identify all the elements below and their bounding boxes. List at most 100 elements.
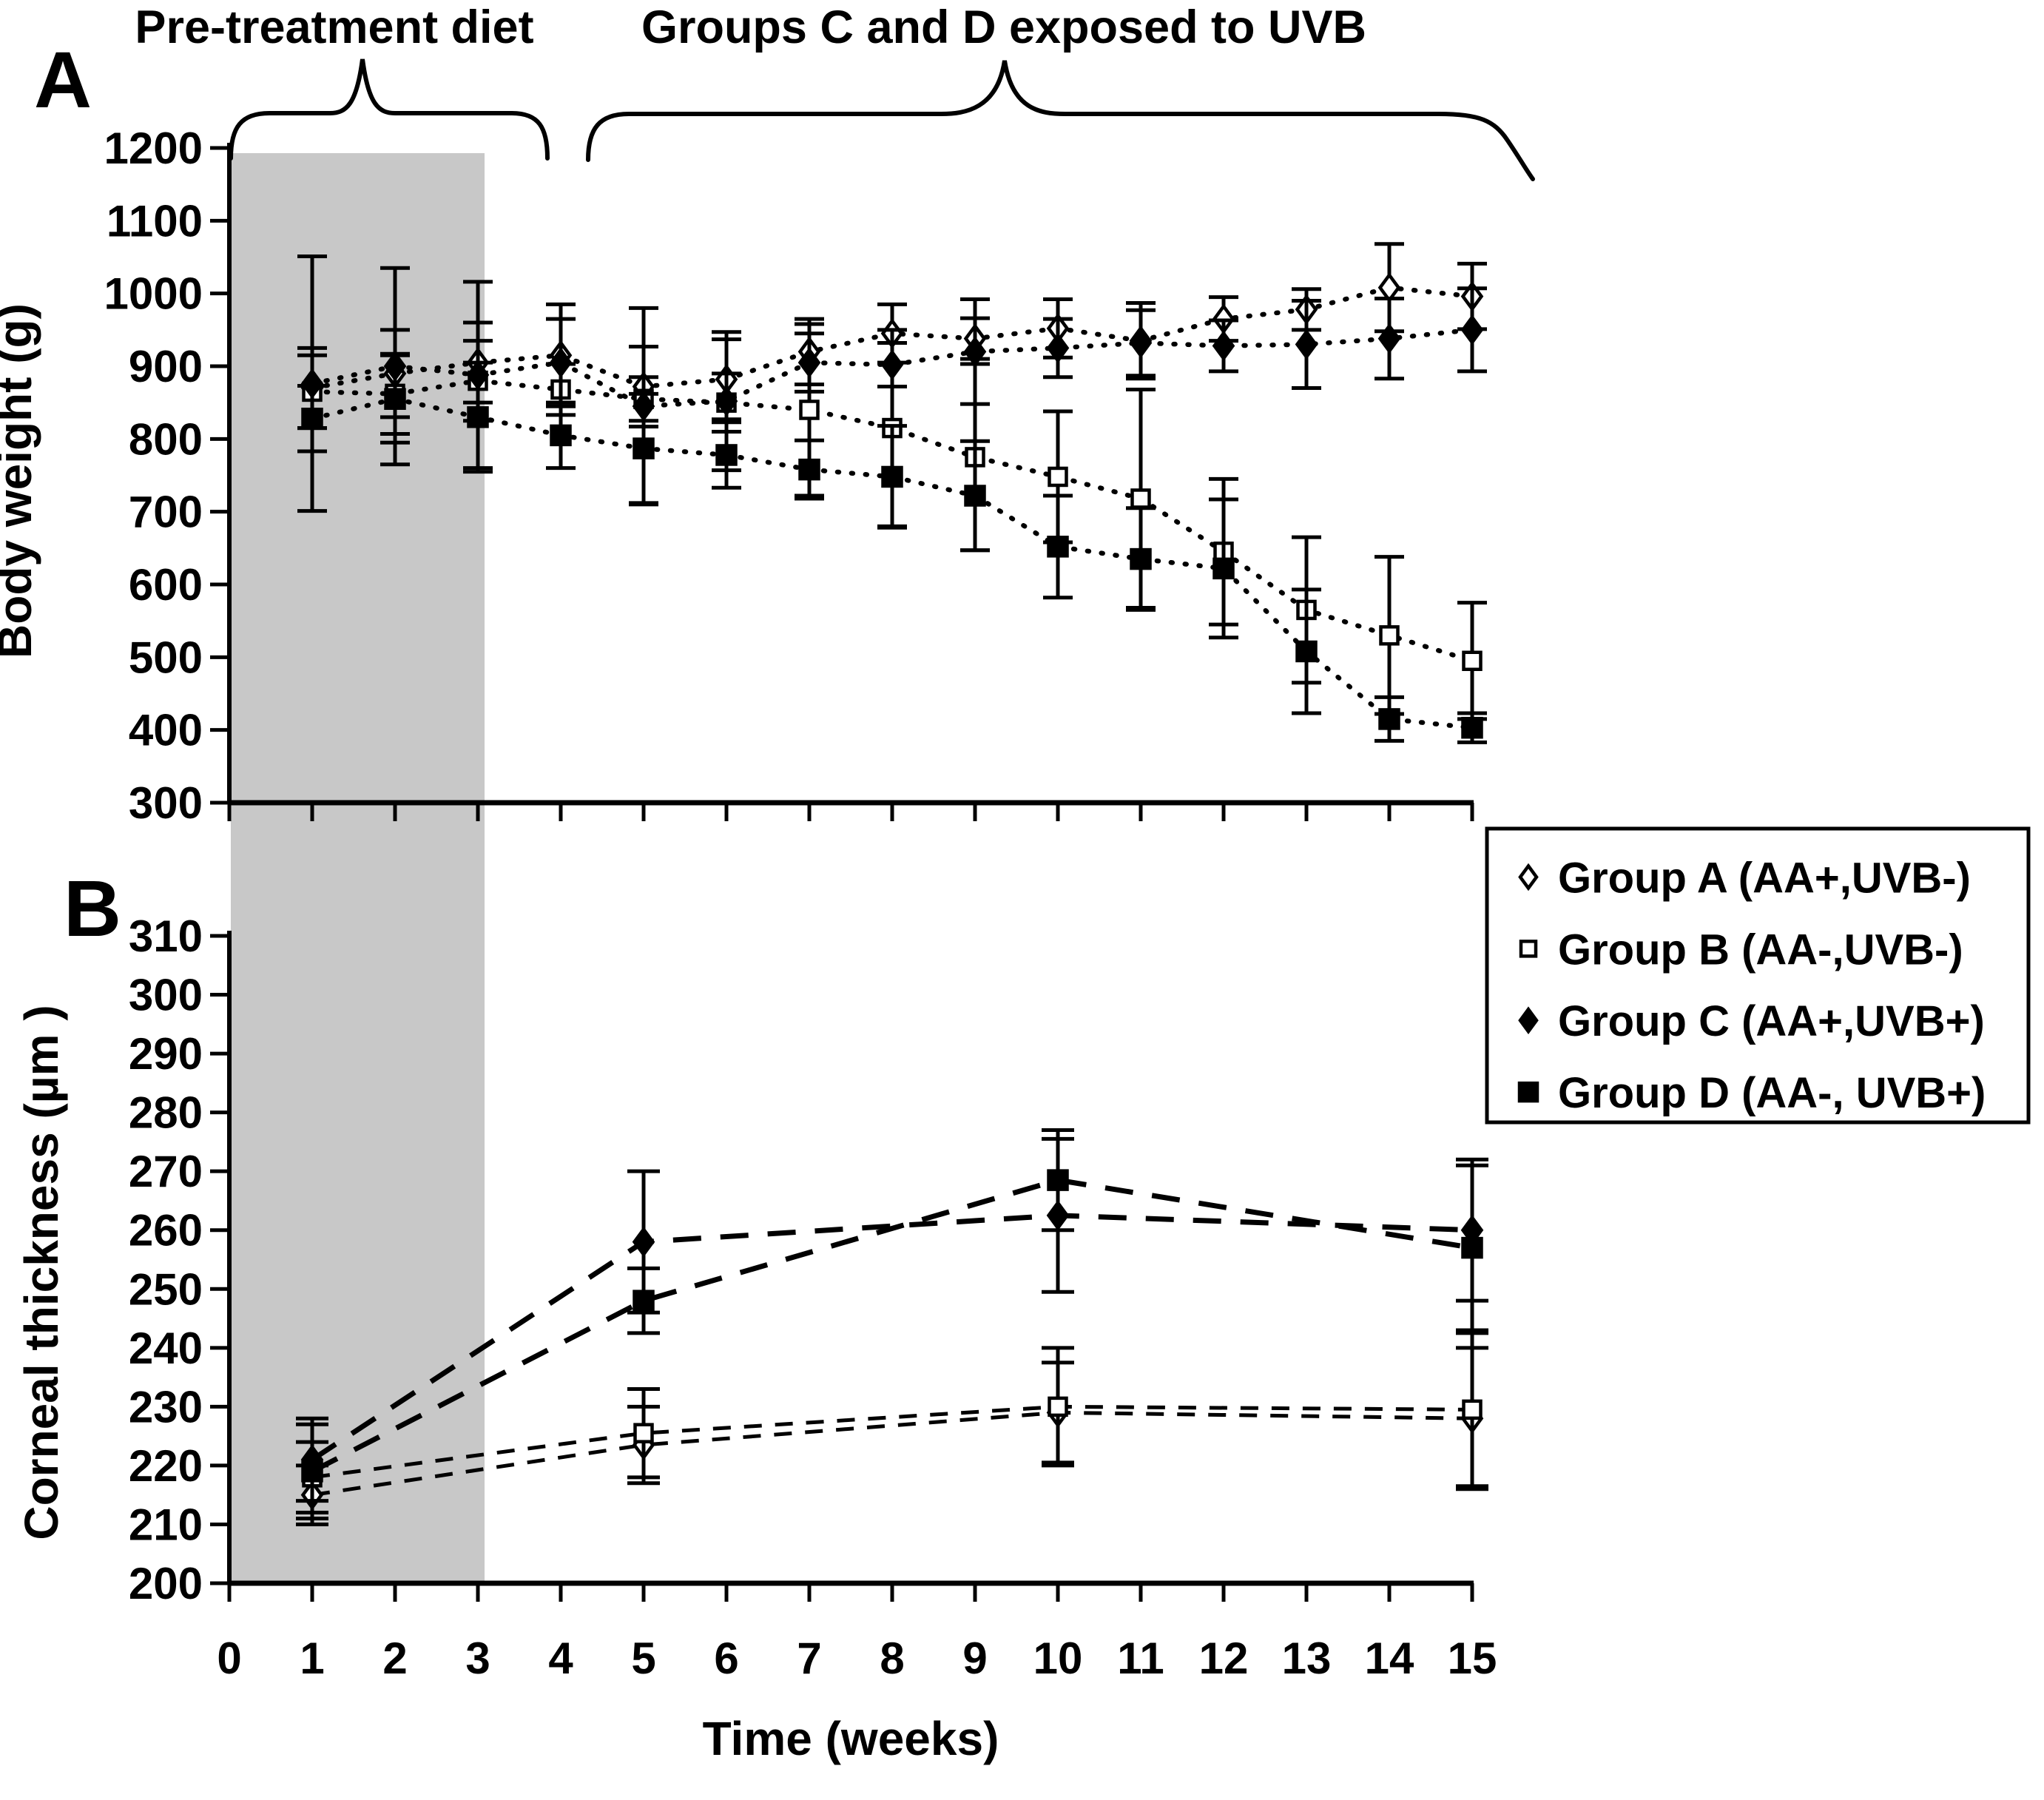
x-tick-label: 1 <box>300 1634 324 1683</box>
axes-layer: 1200110010009008007006005004003003103002… <box>104 124 1497 1683</box>
panel-b-y-tick-label: 240 <box>129 1324 203 1373</box>
panel-b-y-tick-label: 260 <box>129 1206 203 1255</box>
filled-square-marker <box>964 485 986 507</box>
open-diamond-icon <box>1518 863 1539 891</box>
filled-diamond-marker <box>1460 314 1484 345</box>
filled-diamond-marker <box>715 385 738 417</box>
panel-a-y-tick-label: 1100 <box>107 196 203 246</box>
series-group-d-panel-b <box>296 1128 1488 1520</box>
panel-a-y-tick-label: 500 <box>129 633 203 682</box>
panel-b-y-tick-label: 230 <box>129 1382 203 1432</box>
open-diamond-marker <box>1377 272 1401 303</box>
open-square-marker <box>799 400 820 420</box>
panel-b-y-tick-label: 270 <box>129 1147 203 1196</box>
open-square-icon <box>1519 940 1538 958</box>
panel-b-y-tick-label: 310 <box>129 911 203 961</box>
panel-b-y-tick-label: 210 <box>129 1500 203 1549</box>
x-tick-label: 7 <box>797 1634 821 1683</box>
filled-diamond-marker <box>1129 327 1153 359</box>
legend-item-label: Group D (AA-, UVB+) <box>1558 1069 1986 1117</box>
x-tick-label: 0 <box>217 1634 241 1683</box>
panel-b-label: B <box>64 863 121 953</box>
panel-a-y-tick-label: 300 <box>129 778 203 828</box>
panel-a-y-axis-title: Body weight (g) <box>0 303 41 658</box>
open-square-marker <box>1462 650 1483 671</box>
x-tick-label: 4 <box>548 1634 573 1683</box>
legend-item-label: Group C (AA+,UVB+) <box>1558 997 1985 1045</box>
panel-a-y-tick-label: 800 <box>129 414 203 464</box>
series-group-c-panel-b-line <box>311 1213 1473 1462</box>
x-tick-label: 3 <box>465 1634 490 1683</box>
filled-square-marker <box>715 444 738 466</box>
series-group-b-panel-a-line <box>309 378 1475 664</box>
panel-b-y-tick-label: 220 <box>129 1441 203 1491</box>
legend-item-group-d: Group D (AA-, UVB+) <box>1517 1069 1986 1117</box>
filled-diamond-marker <box>1212 330 1235 362</box>
panel-a-y-tick-label: 700 <box>129 488 203 537</box>
series-layer <box>296 242 1488 1526</box>
open-square-marker <box>1379 625 1400 646</box>
pretreatment-brace <box>229 58 550 161</box>
x-tick-label: 6 <box>714 1634 738 1683</box>
series-group-d-panel-a <box>297 353 1487 744</box>
x-tick-label: 5 <box>631 1634 655 1683</box>
x-tick-label: 15 <box>1448 1634 1497 1683</box>
filled-square-marker <box>1047 536 1069 558</box>
panel-a-y-tick-label: 1200 <box>104 124 203 173</box>
filled-square-marker <box>467 406 489 428</box>
x-tick-label: 2 <box>382 1634 407 1683</box>
panel-b-y-tick-label: 290 <box>129 1029 203 1079</box>
legend-layer: Group A (AA+,UVB-) Group B (AA-,UVB-) Grou… <box>1485 826 2031 1125</box>
panel-a-y-tick-label: 400 <box>129 706 203 755</box>
x-tick-label: 8 <box>880 1634 904 1683</box>
filled-diamond-marker <box>549 347 573 378</box>
panel-b-y-tick-label: 200 <box>129 1559 203 1608</box>
filled-diamond-marker <box>963 336 987 368</box>
filled-diamond-marker <box>632 1226 655 1258</box>
filled-square-marker <box>1461 1236 1483 1259</box>
annotation-pretreatment-diet: Pre-treatment diet <box>135 1 533 53</box>
filled-square-marker <box>384 388 406 410</box>
filled-square-marker <box>550 424 572 447</box>
legend-item-group-a: Group A (AA+,UVB-) <box>1518 855 1971 903</box>
filled-diamond-marker <box>1377 323 1401 354</box>
panel-b-y-axis-title: Corneal thickness (µm ) <box>15 1005 68 1540</box>
filled-square-marker <box>798 458 820 481</box>
open-square-marker <box>1462 1399 1483 1420</box>
series-group-a-panel-b-line <box>311 1410 1473 1497</box>
panel-b-y-tick-label: 280 <box>129 1088 203 1138</box>
x-tick-label: 10 <box>1033 1634 1083 1683</box>
legend-item-group-c: Group C (AA+,UVB+) <box>1518 997 1985 1045</box>
panel-b-y-tick-label: 250 <box>129 1264 203 1314</box>
filled-square-marker <box>301 1460 323 1483</box>
filled-square-marker <box>301 408 323 430</box>
legend-box <box>1485 826 2031 1125</box>
filled-diamond-marker <box>1046 332 1070 364</box>
filled-square-marker <box>633 437 655 459</box>
annotation-uvb-exposure: Groups C and D exposed to UVB <box>641 1 1366 53</box>
panel-a-y-tick-label: 600 <box>129 560 203 610</box>
panel-a-label: A <box>34 35 92 124</box>
series-group-d-panel-b-line <box>311 1177 1473 1474</box>
open-square-marker <box>1130 488 1151 509</box>
filled-diamond-icon <box>1518 1006 1539 1035</box>
legend-item-group-b: Group B (AA-,UVB-) <box>1519 926 1963 974</box>
x-tick-label: 11 <box>1117 1634 1164 1683</box>
filled-diamond-marker <box>880 349 904 380</box>
filled-square-marker <box>1130 547 1152 570</box>
x-tick-label: 9 <box>962 1634 987 1683</box>
panel-a-y-tick-label: 1000 <box>104 269 203 319</box>
x-tick-label: 12 <box>1199 1634 1249 1683</box>
uvb-brace <box>586 60 1535 181</box>
x-tick-label: 13 <box>1282 1634 1332 1683</box>
filled-square-marker <box>1461 716 1483 739</box>
filled-square-marker <box>881 465 903 488</box>
panel-b-y-tick-label: 300 <box>129 971 203 1020</box>
filled-square-marker <box>1212 557 1235 580</box>
series-group-a-panel-a-line <box>309 285 1475 391</box>
filled-square-marker <box>633 1290 655 1312</box>
x-axis-title: Time (weeks) <box>703 1712 999 1765</box>
open-square-marker <box>1048 1396 1068 1418</box>
filled-square-marker <box>1378 708 1400 730</box>
